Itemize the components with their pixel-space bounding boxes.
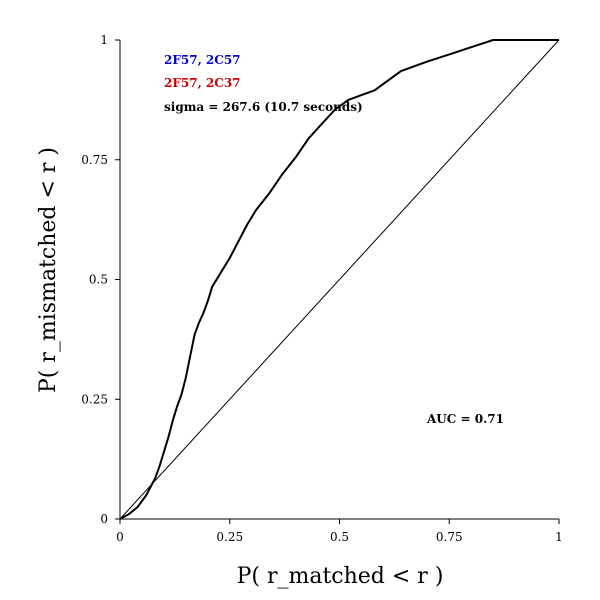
x-tick-label: 0 (116, 530, 124, 544)
y-tick-label: 0.75 (81, 153, 108, 167)
series-layer (119, 39, 560, 520)
diagonal-reference-line (119, 39, 560, 520)
roc-curve-line (119, 39, 559, 520)
legend-entry-sigma: sigma = 267.6 (10.7 seconds) (164, 100, 363, 114)
auc-annotation: AUC = 0.71 (426, 412, 504, 426)
legend-entry-1: 2F57, 2C57 (164, 53, 241, 67)
legend-entry-2: 2F57, 2C37 (164, 76, 241, 90)
axes: 0 0.25 0.5 0.75 1 0 0.25 0.5 0.75 1 (81, 33, 563, 544)
x-tick-label: 0.25 (216, 530, 243, 544)
y-axis-label: P( r_mismatched < r ) (36, 147, 61, 393)
x-tick-label: 0.5 (330, 530, 349, 544)
x-tick-label: 0.75 (436, 530, 463, 544)
y-tick-label: 0 (100, 512, 108, 526)
y-tick-label: 1 (100, 33, 108, 47)
y-tick-label: 0.5 (89, 273, 108, 287)
y-tick-label: 0.25 (81, 392, 108, 406)
text-layer: P( r_mismatched < r ) P( r_matched < r )… (36, 53, 504, 589)
x-axis-label: P( r_matched < r ) (237, 564, 444, 589)
x-tick-label: 1 (555, 530, 563, 544)
